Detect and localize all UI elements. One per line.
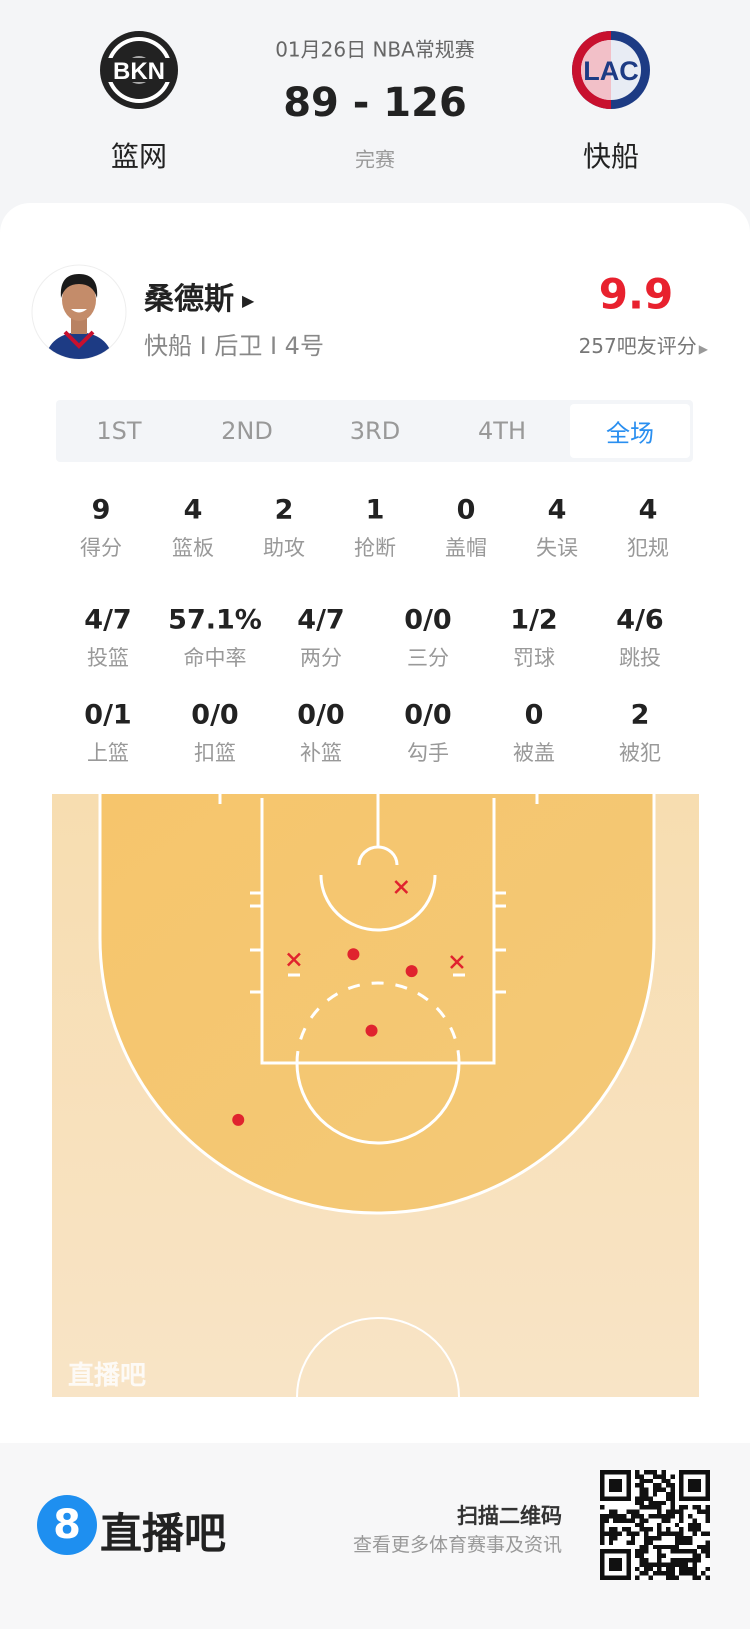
caret-right-icon: ▶ (698, 342, 708, 356)
stat-label: 失误 (536, 536, 578, 560)
player-info: 快船 I 后卫 I 4号 (144, 332, 324, 360)
stat-value: 4 (638, 494, 658, 526)
tab-1st[interactable]: 1ST (96, 417, 142, 445)
tab-3rd[interactable]: 3RD (349, 417, 401, 445)
bkn-team-logo[interactable]: BKN (99, 30, 179, 110)
stat-value: 1 (365, 494, 385, 526)
away-team-name[interactable]: 快船 (582, 140, 640, 173)
three-point-line (98, 794, 656, 1215)
stat-label: 得分 (80, 536, 122, 560)
stat-label: 被盖 (513, 741, 555, 765)
svg-text:BKN: BKN (113, 58, 165, 85)
stat-label: 扣篮 (194, 741, 236, 765)
lac-team-logo[interactable]: LAC (571, 30, 651, 110)
stat-value: 0/0 (297, 699, 345, 731)
tab-full-game[interactable]: 全场 (606, 419, 654, 448)
home-team-name[interactable]: 篮网 (110, 140, 168, 173)
tab-4th[interactable]: 4TH (478, 417, 526, 445)
stat-label: 补篮 (300, 741, 342, 765)
stat-value: 4/7 (84, 604, 132, 636)
game-score: 89 - 126 (283, 80, 467, 126)
shot-missed (287, 952, 301, 967)
stat-value: 1/2 (510, 604, 558, 636)
stat-label: 被犯 (619, 741, 661, 765)
free-throw-circle-top (295, 981, 461, 1064)
stat-value: 4/7 (297, 604, 345, 636)
scan-title: 扫描二维码 (457, 1504, 562, 1528)
stat-label: 罚球 (513, 646, 555, 670)
stat-value: 4/6 (616, 604, 664, 636)
stat-label: 篮板 (172, 536, 214, 560)
stat-value: 2 (630, 699, 650, 731)
brand-name: 直播吧 (100, 1509, 227, 1558)
stat-label: 跳投 (619, 646, 661, 670)
player-rating: 9.9 (598, 269, 674, 319)
stat-label: 上篮 (87, 741, 129, 765)
stat-value: 0 (456, 494, 476, 526)
lane-hashes (250, 891, 506, 994)
stat-label: 盖帽 (445, 536, 487, 560)
restricted-arc (319, 874, 437, 932)
shot-made (347, 948, 360, 961)
game-status: 完赛 (355, 147, 395, 172)
free-throw-circle-bottom (295, 1062, 461, 1145)
game-date-league: 01月26日 NBA常规赛 (275, 37, 475, 62)
svg-text:LAC: LAC (583, 56, 639, 86)
stat-label: 命中率 (183, 646, 247, 670)
stat-value: 0 (524, 699, 544, 731)
stat-label: 犯规 (627, 536, 669, 560)
watermark: 直播吧 (68, 1361, 146, 1391)
player-avatar[interactable] (31, 264, 127, 360)
stat-value: 9 (91, 494, 111, 526)
shot-made (365, 1024, 378, 1037)
rim (357, 845, 399, 866)
scan-subtitle: 查看更多体育赛事及资讯 (352, 1534, 562, 1556)
rating-count-link[interactable]: 257吧友评分 ▶ (579, 330, 708, 359)
rating-count[interactable]: 257吧友评分 (578, 334, 697, 358)
stat-value: 57.1% (168, 604, 262, 636)
tab-2nd[interactable]: 2ND (221, 417, 273, 445)
shot-made (405, 965, 418, 978)
stat-value: 2 (274, 494, 294, 526)
shot-missed (450, 955, 464, 969)
player-name[interactable]: 桑德斯 (144, 282, 234, 317)
stat-label: 投篮 (87, 646, 129, 670)
stat-value: 4 (183, 494, 203, 526)
stat-value: 0/0 (404, 604, 452, 636)
shot-missed (394, 880, 409, 894)
stat-label: 抢断 (354, 536, 396, 560)
shot-chart: 直播吧 (52, 794, 699, 1397)
stat-label: 三分 (407, 646, 449, 670)
qr-code[interactable] (600, 1470, 710, 1580)
brand-icon-digit: 8 (53, 1502, 81, 1548)
caret-right-icon: ▶ (242, 291, 255, 310)
stat-value: 0/1 (84, 699, 132, 731)
shot-made (232, 1113, 245, 1126)
stat-label: 两分 (300, 646, 342, 670)
stat-label: 助攻 (263, 536, 305, 560)
shots-layer (232, 880, 464, 1126)
baseline-ticks (218, 794, 539, 804)
stat-label: 勾手 (407, 741, 449, 765)
player-name-link[interactable]: 桑德斯 ▶ (144, 274, 254, 318)
active-tab-highlight (570, 404, 690, 458)
stat-value: 4 (547, 494, 567, 526)
stat-value: 0/0 (191, 699, 239, 731)
paint (260, 798, 496, 1065)
stat-value: 0/0 (404, 699, 452, 731)
center-circle (296, 1317, 460, 1397)
brand-logo-icon: 8 (37, 1495, 97, 1555)
